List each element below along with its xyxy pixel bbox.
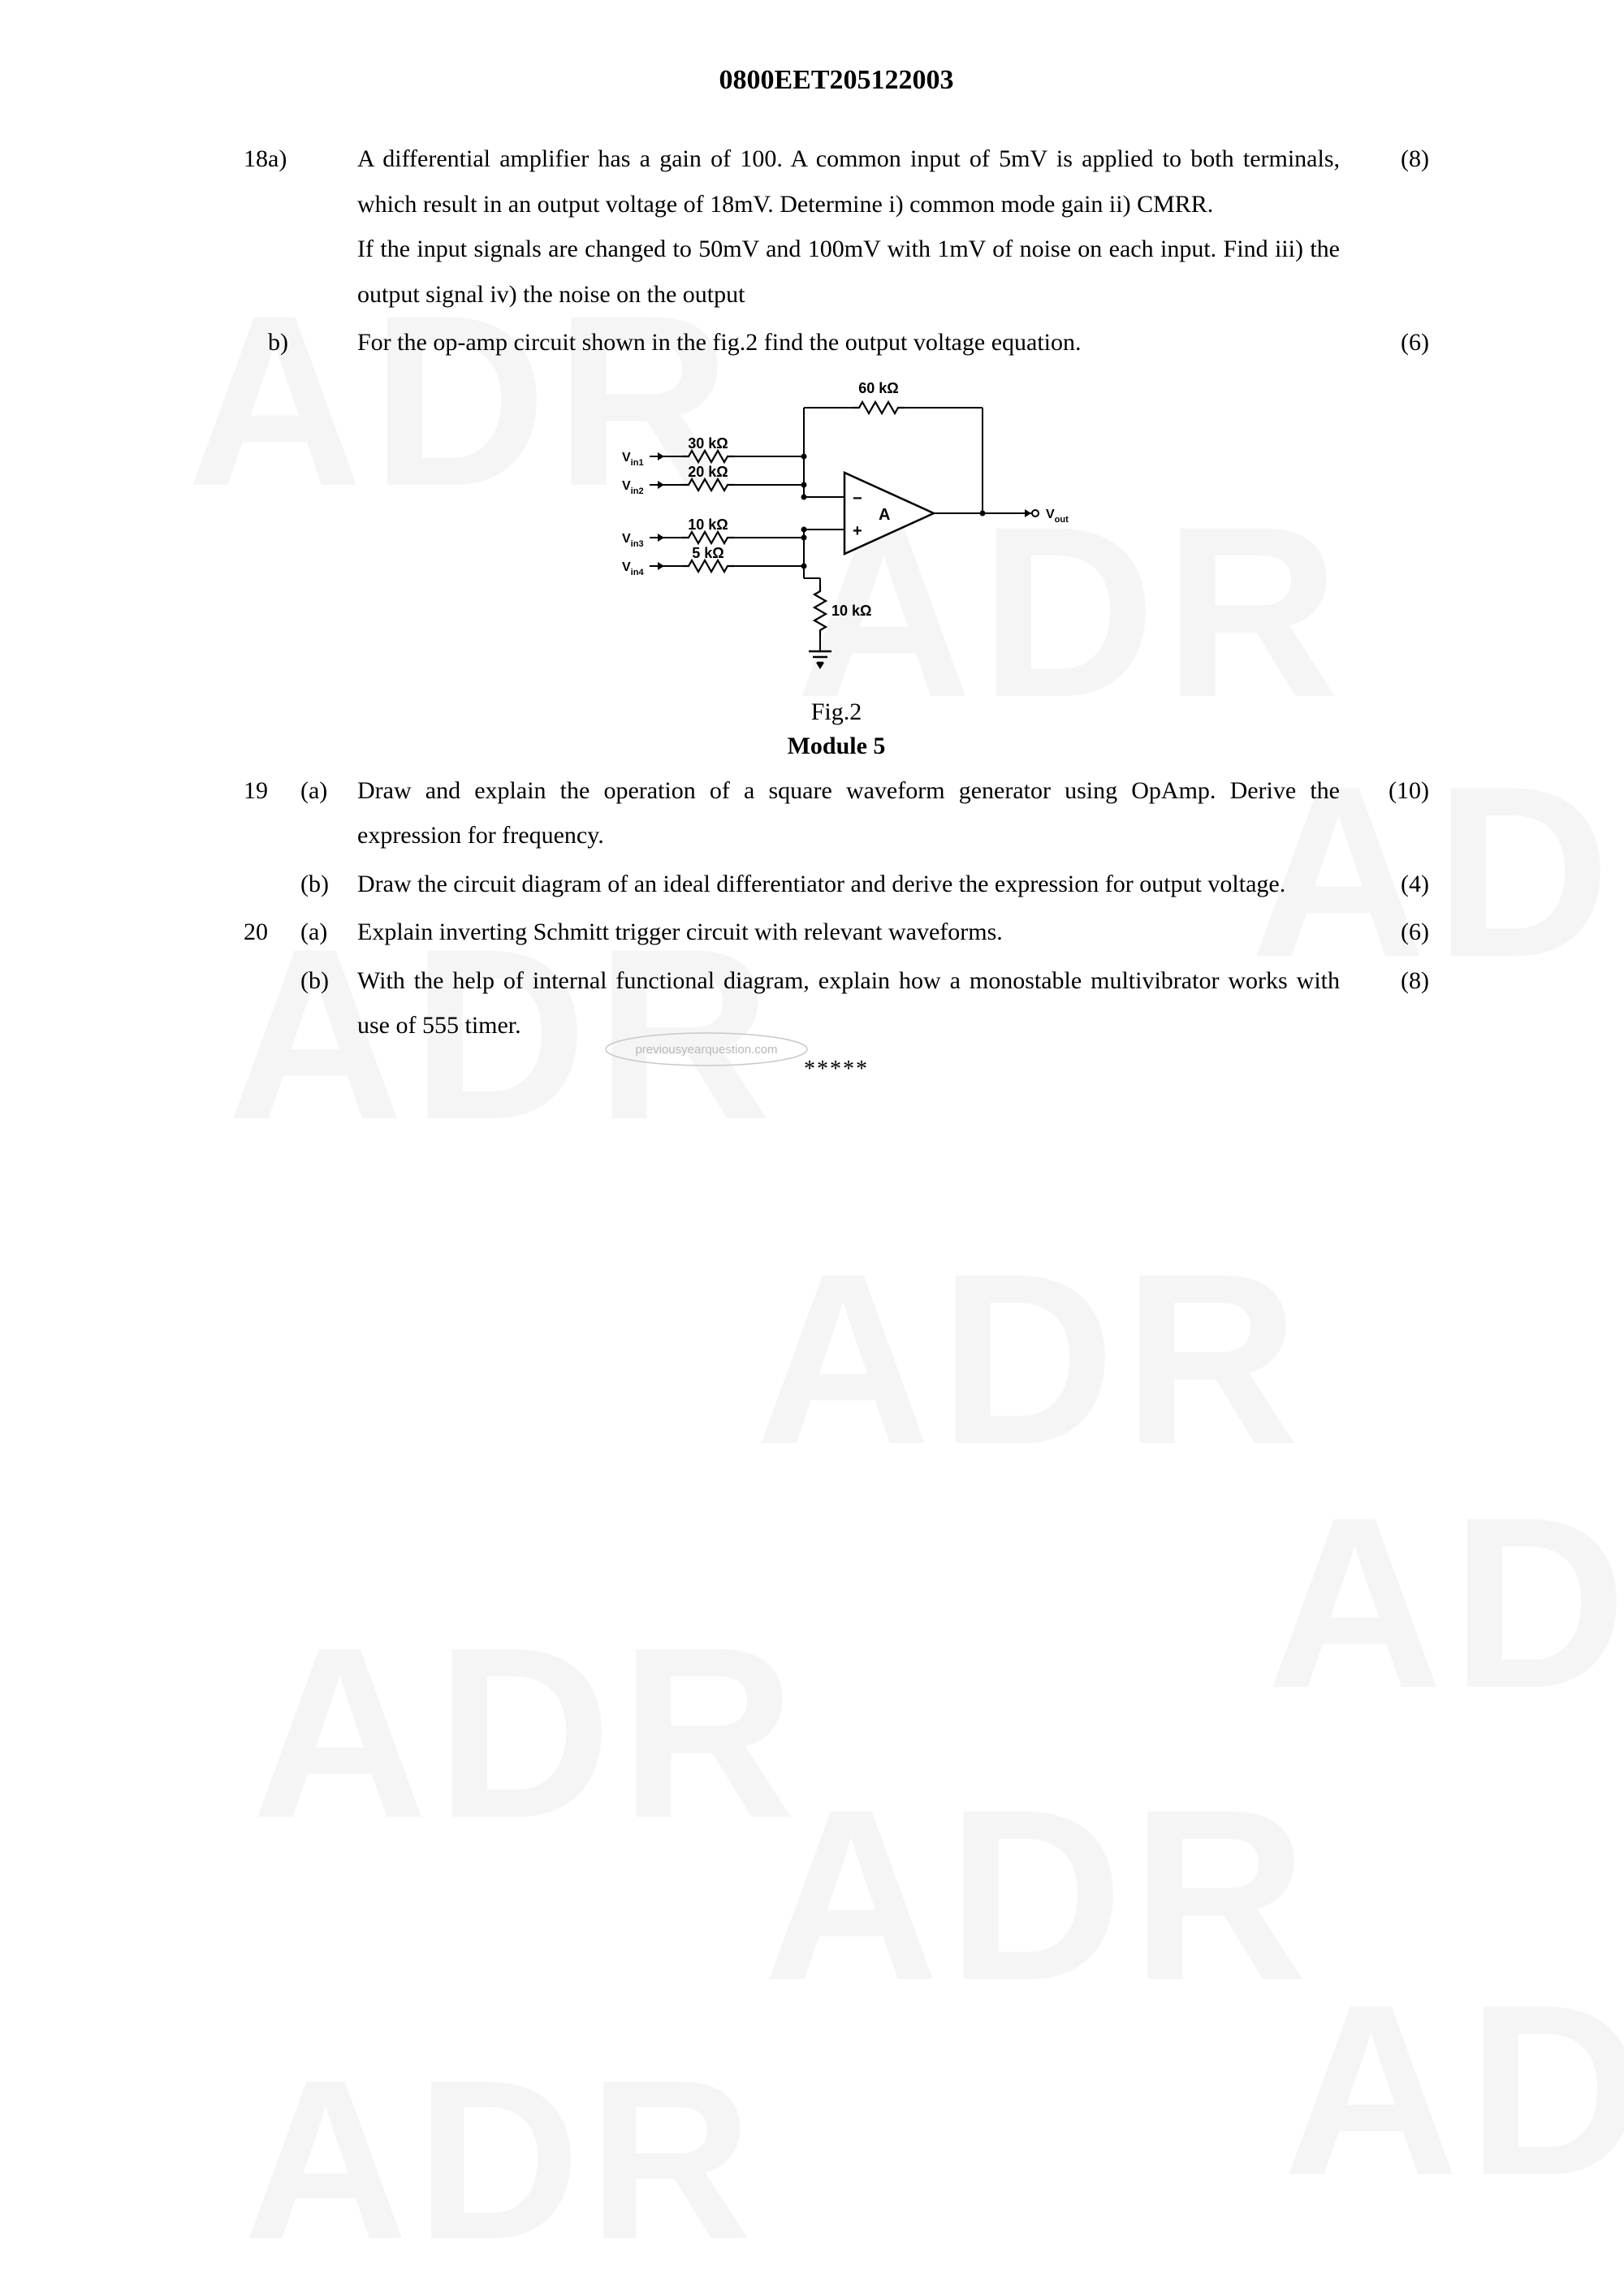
q20a-row: 20 (a) Explain inverting Schmitt trigger… [244, 910, 1429, 955]
vin2-label: V [622, 479, 631, 493]
r-gnd-label: 10 kΩ [831, 603, 871, 619]
svg-text:Vin2: Vin2 [622, 479, 644, 496]
opamp-circuit-svg: 60 kΩ Vin1 30 kΩ Vin2 20 kΩ Vin3 [577, 375, 1096, 692]
q18a-row: 18a) A differential amplifier has a gain… [244, 136, 1429, 317]
svg-text:Vin1: Vin1 [622, 451, 644, 468]
q19b-marks: (4) [1364, 862, 1429, 907]
q19a-row: 19 (a) Draw and explain the operation of… [244, 768, 1429, 858]
r1-label: 30 kΩ [688, 435, 728, 452]
q19a-sub: (a) [300, 768, 357, 814]
watermark-7: ADR [1267, 1462, 1624, 1743]
vin3-sub: in3 [631, 539, 644, 549]
r-feedback-label: 60 kΩ [858, 380, 898, 396]
svg-text:−: − [853, 490, 862, 508]
q20a-text: Explain inverting Schmitt trigger circui… [357, 910, 1364, 955]
r2-label: 20 kΩ [688, 464, 728, 480]
r3-label: 10 kΩ [688, 517, 728, 533]
vout-label: V [1046, 508, 1055, 521]
q20b-text: With the help of internal functional dia… [357, 958, 1364, 1048]
q18a-text: A differential amplifier has a gain of 1… [357, 136, 1364, 317]
q19a-text: Draw and explain the operation of a squa… [357, 768, 1364, 858]
q18a-number: 18a) [244, 136, 357, 182]
figure-caption: Fig.2 [244, 698, 1429, 726]
q18a-text-p2: If the input signals are changed to 50mV… [357, 236, 1340, 308]
paper-code: 0800EET205122003 [244, 65, 1429, 96]
watermark-8: ADR [763, 1754, 1315, 2035]
q18b-marks: (6) [1364, 320, 1429, 365]
vin1-label: V [622, 451, 631, 465]
svg-text:Vin4: Vin4 [622, 560, 644, 577]
svg-text:Vin3: Vin3 [622, 532, 644, 549]
page-content: 0800EET205122003 18a) A differential amp… [0, 0, 1624, 1148]
svg-text:+: + [853, 522, 862, 540]
q20b-row: (b) With the help of internal functional… [244, 958, 1429, 1048]
q20-number: 20 [244, 910, 300, 955]
q18b-text: For the op-amp circuit shown in the fig.… [357, 320, 1364, 365]
q20b-sub: (b) [300, 958, 357, 1004]
vin2-sub: in2 [631, 486, 644, 496]
q18a-text-p1: A differential amplifier has a gain of 1… [357, 145, 1340, 218]
end-marker: ***** [244, 1057, 1429, 1083]
q20b-marks: (8) [1364, 958, 1429, 1004]
watermark-6: ADR [252, 1592, 804, 1873]
q18a-marks: (8) [1364, 136, 1429, 182]
q19b-text: Draw the circuit diagram of an ideal dif… [357, 862, 1364, 907]
q18b-row: b) For the op-amp circuit shown in the f… [244, 320, 1429, 365]
q19b-row: (b) Draw the circuit diagram of an ideal… [244, 862, 1429, 907]
vin3-label: V [622, 532, 631, 546]
q20a-marks: (6) [1364, 910, 1429, 955]
amp-label: A [879, 506, 890, 524]
module-5-heading: Module 5 [244, 733, 1429, 760]
q19a-marks: (10) [1364, 768, 1429, 814]
vin4-label: V [622, 560, 631, 574]
watermark-9: ADR [1283, 1949, 1624, 2230]
watermark-5: ADR [755, 1218, 1307, 1499]
q18b-sub: b) [244, 320, 357, 365]
vin4-sub: in4 [631, 568, 645, 577]
svg-text:Vout: Vout [1046, 508, 1069, 525]
watermark-10: ADR [244, 2030, 761, 2291]
q20a-sub: (a) [300, 910, 357, 955]
vout-sub: out [1055, 515, 1069, 525]
circuit-figure: 60 kΩ Vin1 30 kΩ Vin2 20 kΩ Vin3 [244, 375, 1429, 692]
r4-label: 5 kΩ [692, 545, 723, 561]
vin1-sub: in1 [631, 458, 644, 468]
q19-number: 19 [244, 768, 300, 814]
q19b-sub: (b) [300, 862, 357, 907]
